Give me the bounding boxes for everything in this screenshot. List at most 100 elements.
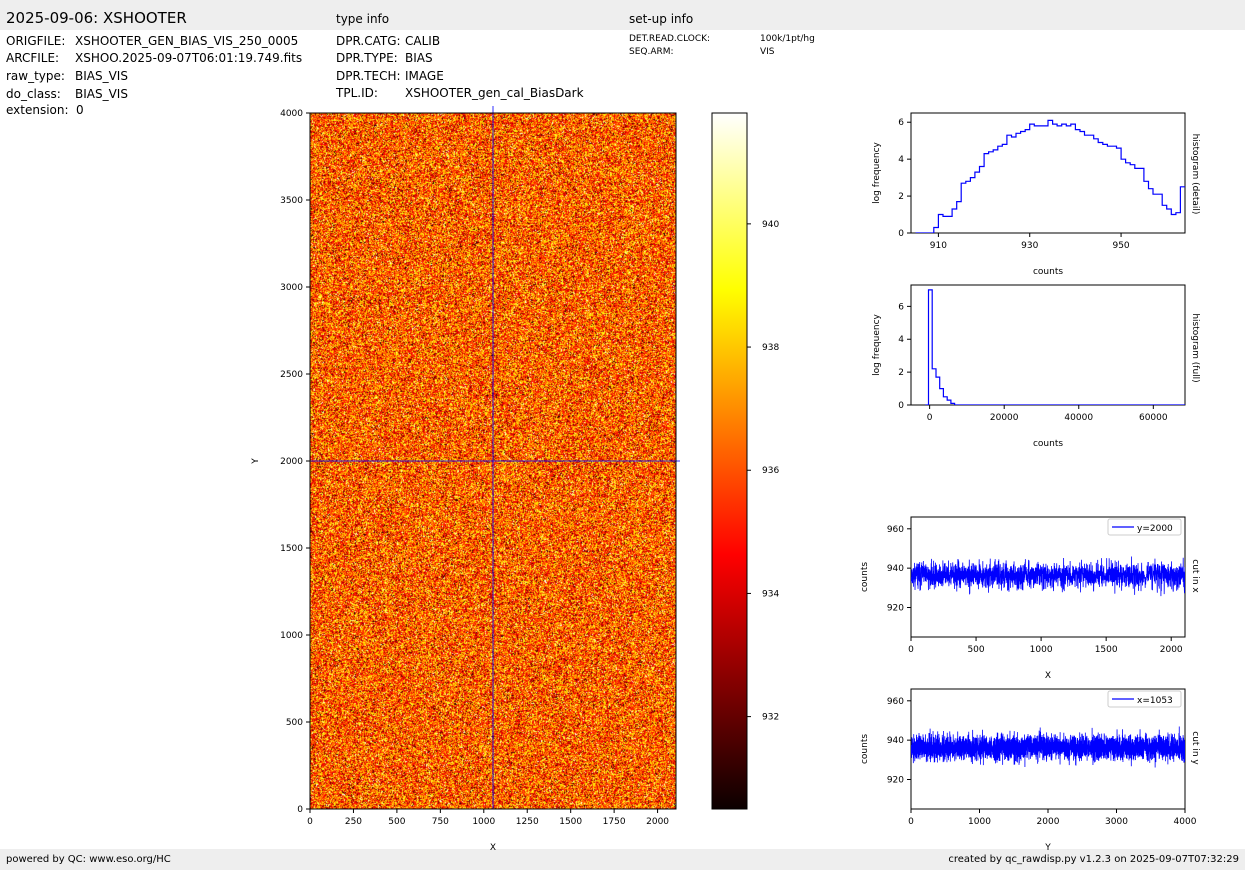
header-band xyxy=(0,0,1245,30)
image-ytick-label: 4000 xyxy=(280,109,303,119)
image-xtick-label: 1250 xyxy=(516,817,539,827)
cut-y-xtick-label: 4000 xyxy=(1174,817,1197,827)
cut-x-legend-box xyxy=(1107,518,1182,536)
cut-y-xtick-label: 0 xyxy=(908,817,914,827)
setup-info-key: SEQ.ARM: xyxy=(629,47,674,57)
histogram-full-xtick-label: 20000 xyxy=(990,413,1019,423)
histogram-detail-xlabel: counts xyxy=(1033,267,1063,277)
histogram-full-side-label: histogram (full) xyxy=(1190,313,1200,382)
cut-x-series xyxy=(911,556,1185,597)
file-info-key: ARCFILE: xyxy=(6,51,60,65)
histogram-detail-ytick-label: 6 xyxy=(898,118,904,128)
setup-info-key: DET.READ.CLOCK: xyxy=(629,34,711,44)
image-ytick-label: 3500 xyxy=(280,196,303,206)
footer-right: created by qc_rawdisp.py v1.2.3 on 2025-… xyxy=(948,854,1239,865)
cut-y-xtick-label: 1000 xyxy=(968,817,991,827)
file-info-key: do_class: xyxy=(6,87,61,101)
file-info-key: raw_type: xyxy=(6,69,65,83)
histogram-full-ytick-label: 4 xyxy=(898,335,904,345)
setup-info-title: set-up info xyxy=(629,12,694,26)
histogram-full-ytick-label: 6 xyxy=(898,302,904,312)
cut-x-xtick-label: 1500 xyxy=(1095,645,1118,655)
cut-y-legend-box xyxy=(1107,690,1182,708)
cut-x-xlabel: X xyxy=(1045,671,1051,681)
type-info-value: IMAGE xyxy=(405,69,444,83)
image-ytick-label: 2500 xyxy=(280,370,303,380)
image-xlabel: X xyxy=(490,843,496,853)
image-xtick-label: 1750 xyxy=(603,817,626,827)
file-info-value: BIAS_VIS xyxy=(75,87,128,101)
histogram-detail-side-label: histogram (detail) xyxy=(1190,134,1200,215)
page-title: 2025-09-06: XSHOOTER xyxy=(6,9,187,27)
image-xtick-label: 2000 xyxy=(646,817,669,827)
histogram-full-xlabel: counts xyxy=(1033,439,1063,449)
cut-y-legend-label: x=1053 xyxy=(1137,696,1173,706)
image-ytick-label: 1500 xyxy=(280,544,303,554)
image-ytick-label: 0 xyxy=(297,805,303,815)
type-info-key: DPR.TECH: xyxy=(336,69,401,83)
colorbar-gradient xyxy=(711,112,748,810)
setup-info-value: 100k/1pt/hg xyxy=(760,34,815,44)
histogram-full-ylabel: log frequency xyxy=(872,313,882,375)
cut-x-xtick-label: 500 xyxy=(967,645,984,655)
colorbar-tick-label: 932 xyxy=(762,713,779,723)
colorbar-tick-label: 940 xyxy=(762,220,779,230)
histogram-detail-ytick-label: 0 xyxy=(898,229,904,239)
cut-y-series xyxy=(911,726,1185,768)
footer-band xyxy=(0,849,1245,870)
type-info-key: TPL.ID: xyxy=(336,86,378,100)
image-xtick-label: 0 xyxy=(307,817,313,827)
cut-x-legend-label: y=2000 xyxy=(1137,524,1173,534)
image-ytick-label: 3000 xyxy=(280,283,303,293)
cut-y-xtick-label: 2000 xyxy=(1037,817,1060,827)
cut-x-side-label: cut in x xyxy=(1190,559,1200,593)
histogram-detail-xtick-label: 950 xyxy=(1112,241,1129,251)
cut-x-ytick-label: 940 xyxy=(887,564,904,574)
histogram-detail-frame xyxy=(910,112,1186,234)
cut-y-legend: x=1053 xyxy=(1107,690,1182,708)
cut-y-xtick-label: 3000 xyxy=(1105,817,1128,827)
cut-x-ytick-label: 920 xyxy=(887,603,904,613)
histogram-full-xtick-label: 60000 xyxy=(1139,413,1168,423)
type-info-key: DPR.CATG: xyxy=(336,34,401,48)
image-ytick-label: 2000 xyxy=(280,457,303,467)
file-info-value: XSHOO.2025-09-07T06:01:19.749.fits xyxy=(75,51,303,65)
type-info-value: XSHOOTER_gen_cal_BiasDark xyxy=(405,86,584,100)
cut-x-frame xyxy=(910,516,1186,638)
cut-x-xtick-label: 1000 xyxy=(1030,645,1053,655)
colorbar-tick-label: 938 xyxy=(762,343,779,353)
image-xtick-label: 250 xyxy=(345,817,362,827)
type-info-value: CALIB xyxy=(405,34,441,48)
histogram-detail-xtick-label: 910 xyxy=(930,241,947,251)
histogram-full-series xyxy=(925,289,1185,405)
file-info-value: XSHOOTER_GEN_BIAS_VIS_250_0005 xyxy=(75,34,299,48)
type-info-title: type info xyxy=(336,12,390,26)
cut-y-ytick-label: 920 xyxy=(887,775,904,785)
histogram-full-ytick-label: 2 xyxy=(898,368,904,378)
type-info-value: BIAS xyxy=(405,51,433,65)
histogram-detail-xtick-label: 930 xyxy=(1021,241,1038,251)
colorbar-tick-label: 934 xyxy=(762,589,779,599)
type-info-key: DPR.TYPE: xyxy=(336,51,398,65)
cut-y-xlabel: Y xyxy=(1044,843,1051,853)
histogram-detail-ytick-label: 2 xyxy=(898,192,904,202)
cut-x-ytick-label: 960 xyxy=(887,525,904,535)
image-xtick-label: 500 xyxy=(388,817,405,827)
histogram-full-xtick-label: 40000 xyxy=(1064,413,1093,423)
image-xtick-label: 750 xyxy=(432,817,449,827)
image-xtick-label: 1500 xyxy=(559,817,582,827)
cut-x-xtick-label: 2000 xyxy=(1160,645,1183,655)
colorbar-tick-label: 936 xyxy=(762,466,779,476)
histogram-detail-series xyxy=(915,119,1185,233)
file-info-key: ORIGFILE: xyxy=(6,34,66,48)
cut-y-ytick-label: 960 xyxy=(887,697,904,707)
image-ytick-label: 500 xyxy=(286,718,303,728)
image-ytick-label: 1000 xyxy=(280,631,303,641)
image-ylabel: Y xyxy=(251,458,261,465)
